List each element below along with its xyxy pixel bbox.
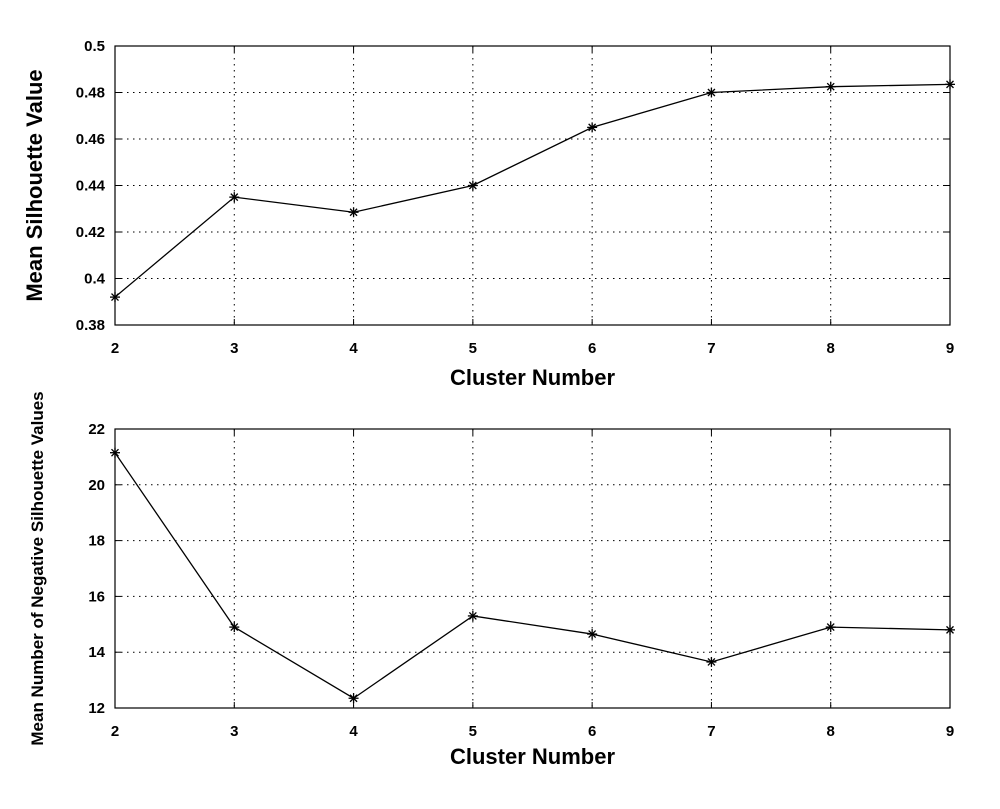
x-tick-label: 7 — [707, 723, 715, 740]
data-point-marker — [825, 622, 836, 633]
x-tick-label: 3 — [230, 340, 238, 357]
y-axis-label: Mean Silhouette Value — [22, 69, 47, 301]
x-axis-label: Cluster Number — [450, 744, 615, 769]
x-tick-label: 4 — [349, 723, 358, 740]
data-point-marker — [587, 122, 598, 133]
data-point-marker — [467, 180, 478, 191]
series-line — [114, 452, 951, 700]
x-tick-label: 5 — [469, 723, 477, 740]
series-line — [114, 83, 951, 298]
x-tick-label: 8 — [827, 340, 835, 357]
x-tick-label: 4 — [349, 340, 358, 357]
data-point-marker — [467, 610, 478, 621]
data-point-marker — [229, 192, 240, 203]
y-tick-label: 22 — [88, 421, 105, 438]
data-point-marker — [587, 629, 598, 640]
x-tick-label: 6 — [588, 340, 596, 357]
data-point-marker — [945, 79, 955, 90]
x-tick-label: 5 — [469, 340, 477, 357]
x-tick-label: 9 — [946, 723, 954, 740]
y-tick-label: 0.46 — [76, 131, 105, 148]
data-point-marker — [825, 81, 836, 92]
x-tick-label: 2 — [111, 340, 119, 357]
data-point-marker — [706, 656, 717, 667]
x-axis-label: Cluster Number — [450, 365, 615, 390]
x-tick-label: 3 — [230, 723, 238, 740]
data-point-marker — [348, 693, 359, 704]
data-point-marker — [110, 447, 120, 458]
y-tick-label: 0.38 — [76, 317, 105, 334]
plot-frame — [114, 45, 951, 326]
y-tick-label: 0.42 — [76, 224, 105, 241]
top-chart-panel: 2 3 4 5 6 7 8 9 0.38 0.4 0.42 0.44 0.46 0.48 0.5 Cluste… — [22, 38, 955, 390]
y-tick-label: 0.44 — [76, 178, 106, 195]
y-tick-label: 18 — [88, 533, 105, 550]
y-tick-label: 12 — [88, 700, 105, 717]
bottom-chart-panel: 2 3 4 5 6 7 8 9 12 14 16 18 20 22 Cluster Number Mean N… — [28, 391, 955, 769]
y-tick-label: 0.4 — [84, 271, 106, 288]
y-tick-label: 0.5 — [84, 38, 105, 55]
data-point-marker — [110, 292, 120, 303]
y-tick-label: 14 — [88, 644, 105, 661]
x-tick-label: 8 — [827, 723, 835, 740]
data-point-marker — [229, 622, 240, 633]
data-point-marker — [945, 624, 955, 635]
x-tick-label: 2 — [111, 723, 119, 740]
x-tick-label: 6 — [588, 723, 596, 740]
x-tick-label: 9 — [946, 340, 954, 357]
y-tick-label: 20 — [88, 477, 105, 494]
x-tick-label: 7 — [707, 340, 715, 357]
y-tick-label: 16 — [88, 588, 105, 605]
y-tick-label: 0.48 — [76, 85, 105, 102]
y-axis-label: Mean Number of Negative Silhouette Value… — [28, 391, 47, 745]
data-point-marker — [348, 207, 359, 218]
plot-frame — [114, 428, 951, 709]
data-point-marker — [706, 87, 717, 98]
